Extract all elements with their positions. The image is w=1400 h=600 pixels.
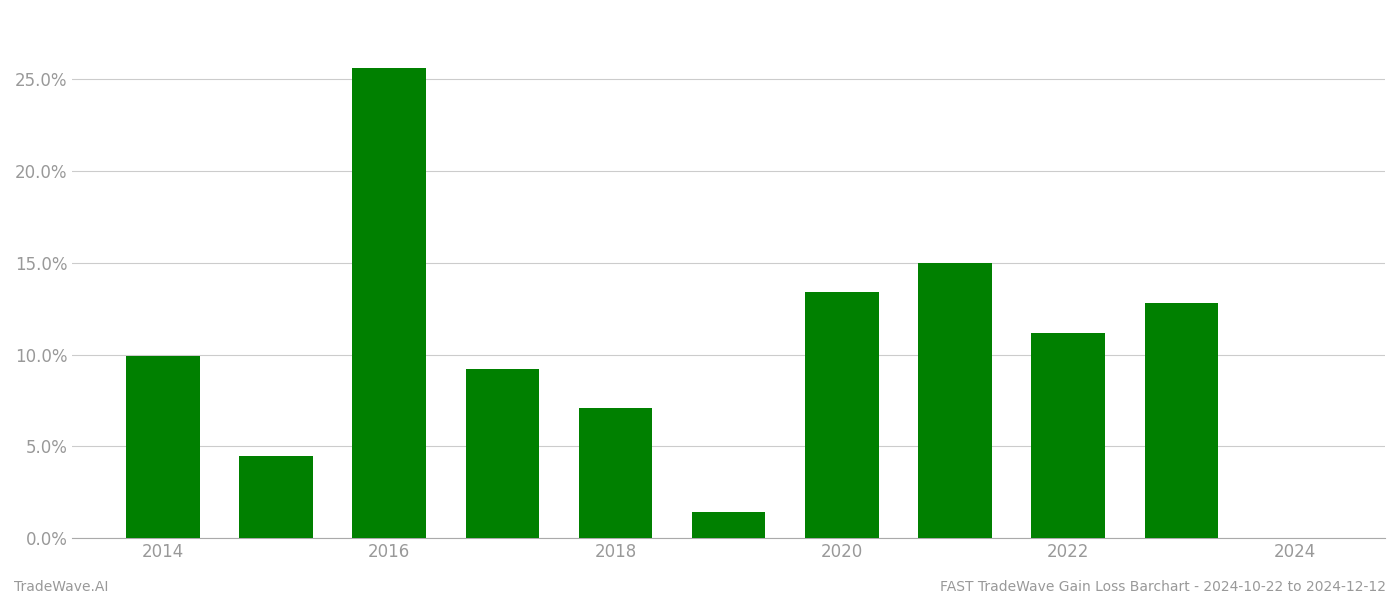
Text: TradeWave.AI: TradeWave.AI <box>14 580 108 594</box>
Bar <box>805 292 879 538</box>
Bar <box>353 68 426 538</box>
Bar <box>239 455 312 538</box>
Bar <box>918 263 991 538</box>
Bar <box>1032 332 1105 538</box>
Bar <box>466 369 539 538</box>
Bar <box>126 356 200 538</box>
Bar <box>578 408 652 538</box>
Bar <box>692 512 766 538</box>
Text: FAST TradeWave Gain Loss Barchart - 2024-10-22 to 2024-12-12: FAST TradeWave Gain Loss Barchart - 2024… <box>939 580 1386 594</box>
Bar <box>1145 303 1218 538</box>
